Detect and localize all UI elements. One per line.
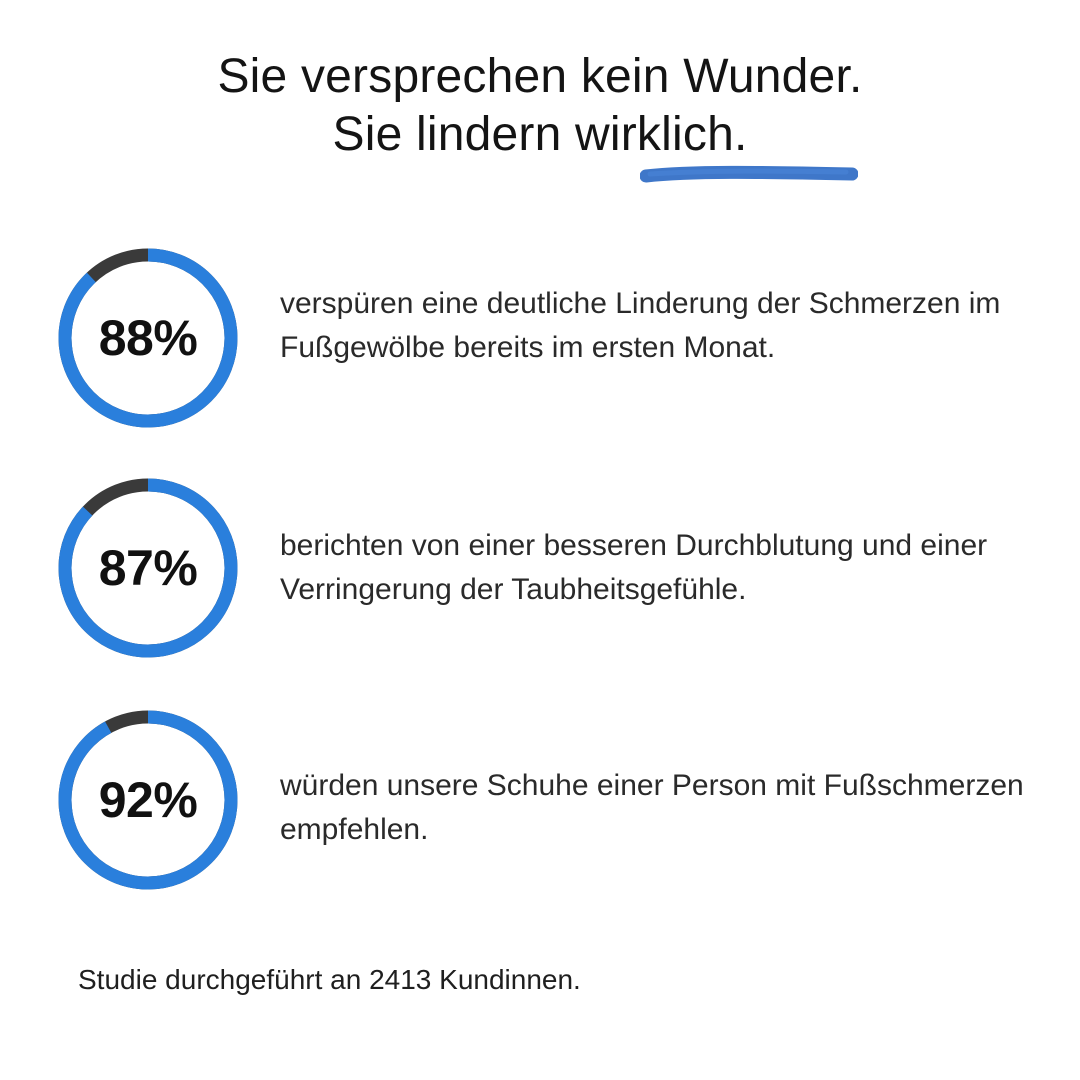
ring-arc: [58, 478, 238, 658]
stat-value: 87%: [98, 540, 198, 596]
stat-value: 92%: [98, 772, 198, 828]
stat-row-1: 88% verspüren eine deutliche Linderung d…: [56, 246, 1056, 430]
headline: Sie versprechen kein Wunder. Sie lindern…: [0, 48, 1080, 164]
brush-underline: [640, 165, 858, 183]
stat-description: berichten von einer besseren Durchblutun…: [280, 529, 988, 606]
stat-description: würden unsere Schuhe einer Person mit Fu…: [280, 769, 1024, 846]
progress-ring-2: 87%: [56, 476, 240, 660]
ring-arc: [58, 710, 238, 890]
progress-ring-3: 92%: [56, 708, 240, 892]
stat-description: verspüren eine deutliche Linderung der S…: [280, 287, 1001, 364]
stat-value: 88%: [98, 310, 198, 366]
ring-arc: [58, 248, 238, 428]
headline-line-1: Sie versprechen kein Wunder.: [217, 50, 863, 103]
headline-line-2: Sie lindern wirklich.: [332, 108, 748, 161]
stat-row-3: 92% würden unsere Schuhe einer Person mi…: [56, 708, 1056, 892]
stat-row-2: 87% berichten von einer besseren Durchbl…: [56, 476, 1056, 660]
progress-ring-1: 88%: [56, 246, 240, 430]
study-footnote: Studie durchgeführt an 2413 Kundinnen.: [78, 964, 581, 995]
